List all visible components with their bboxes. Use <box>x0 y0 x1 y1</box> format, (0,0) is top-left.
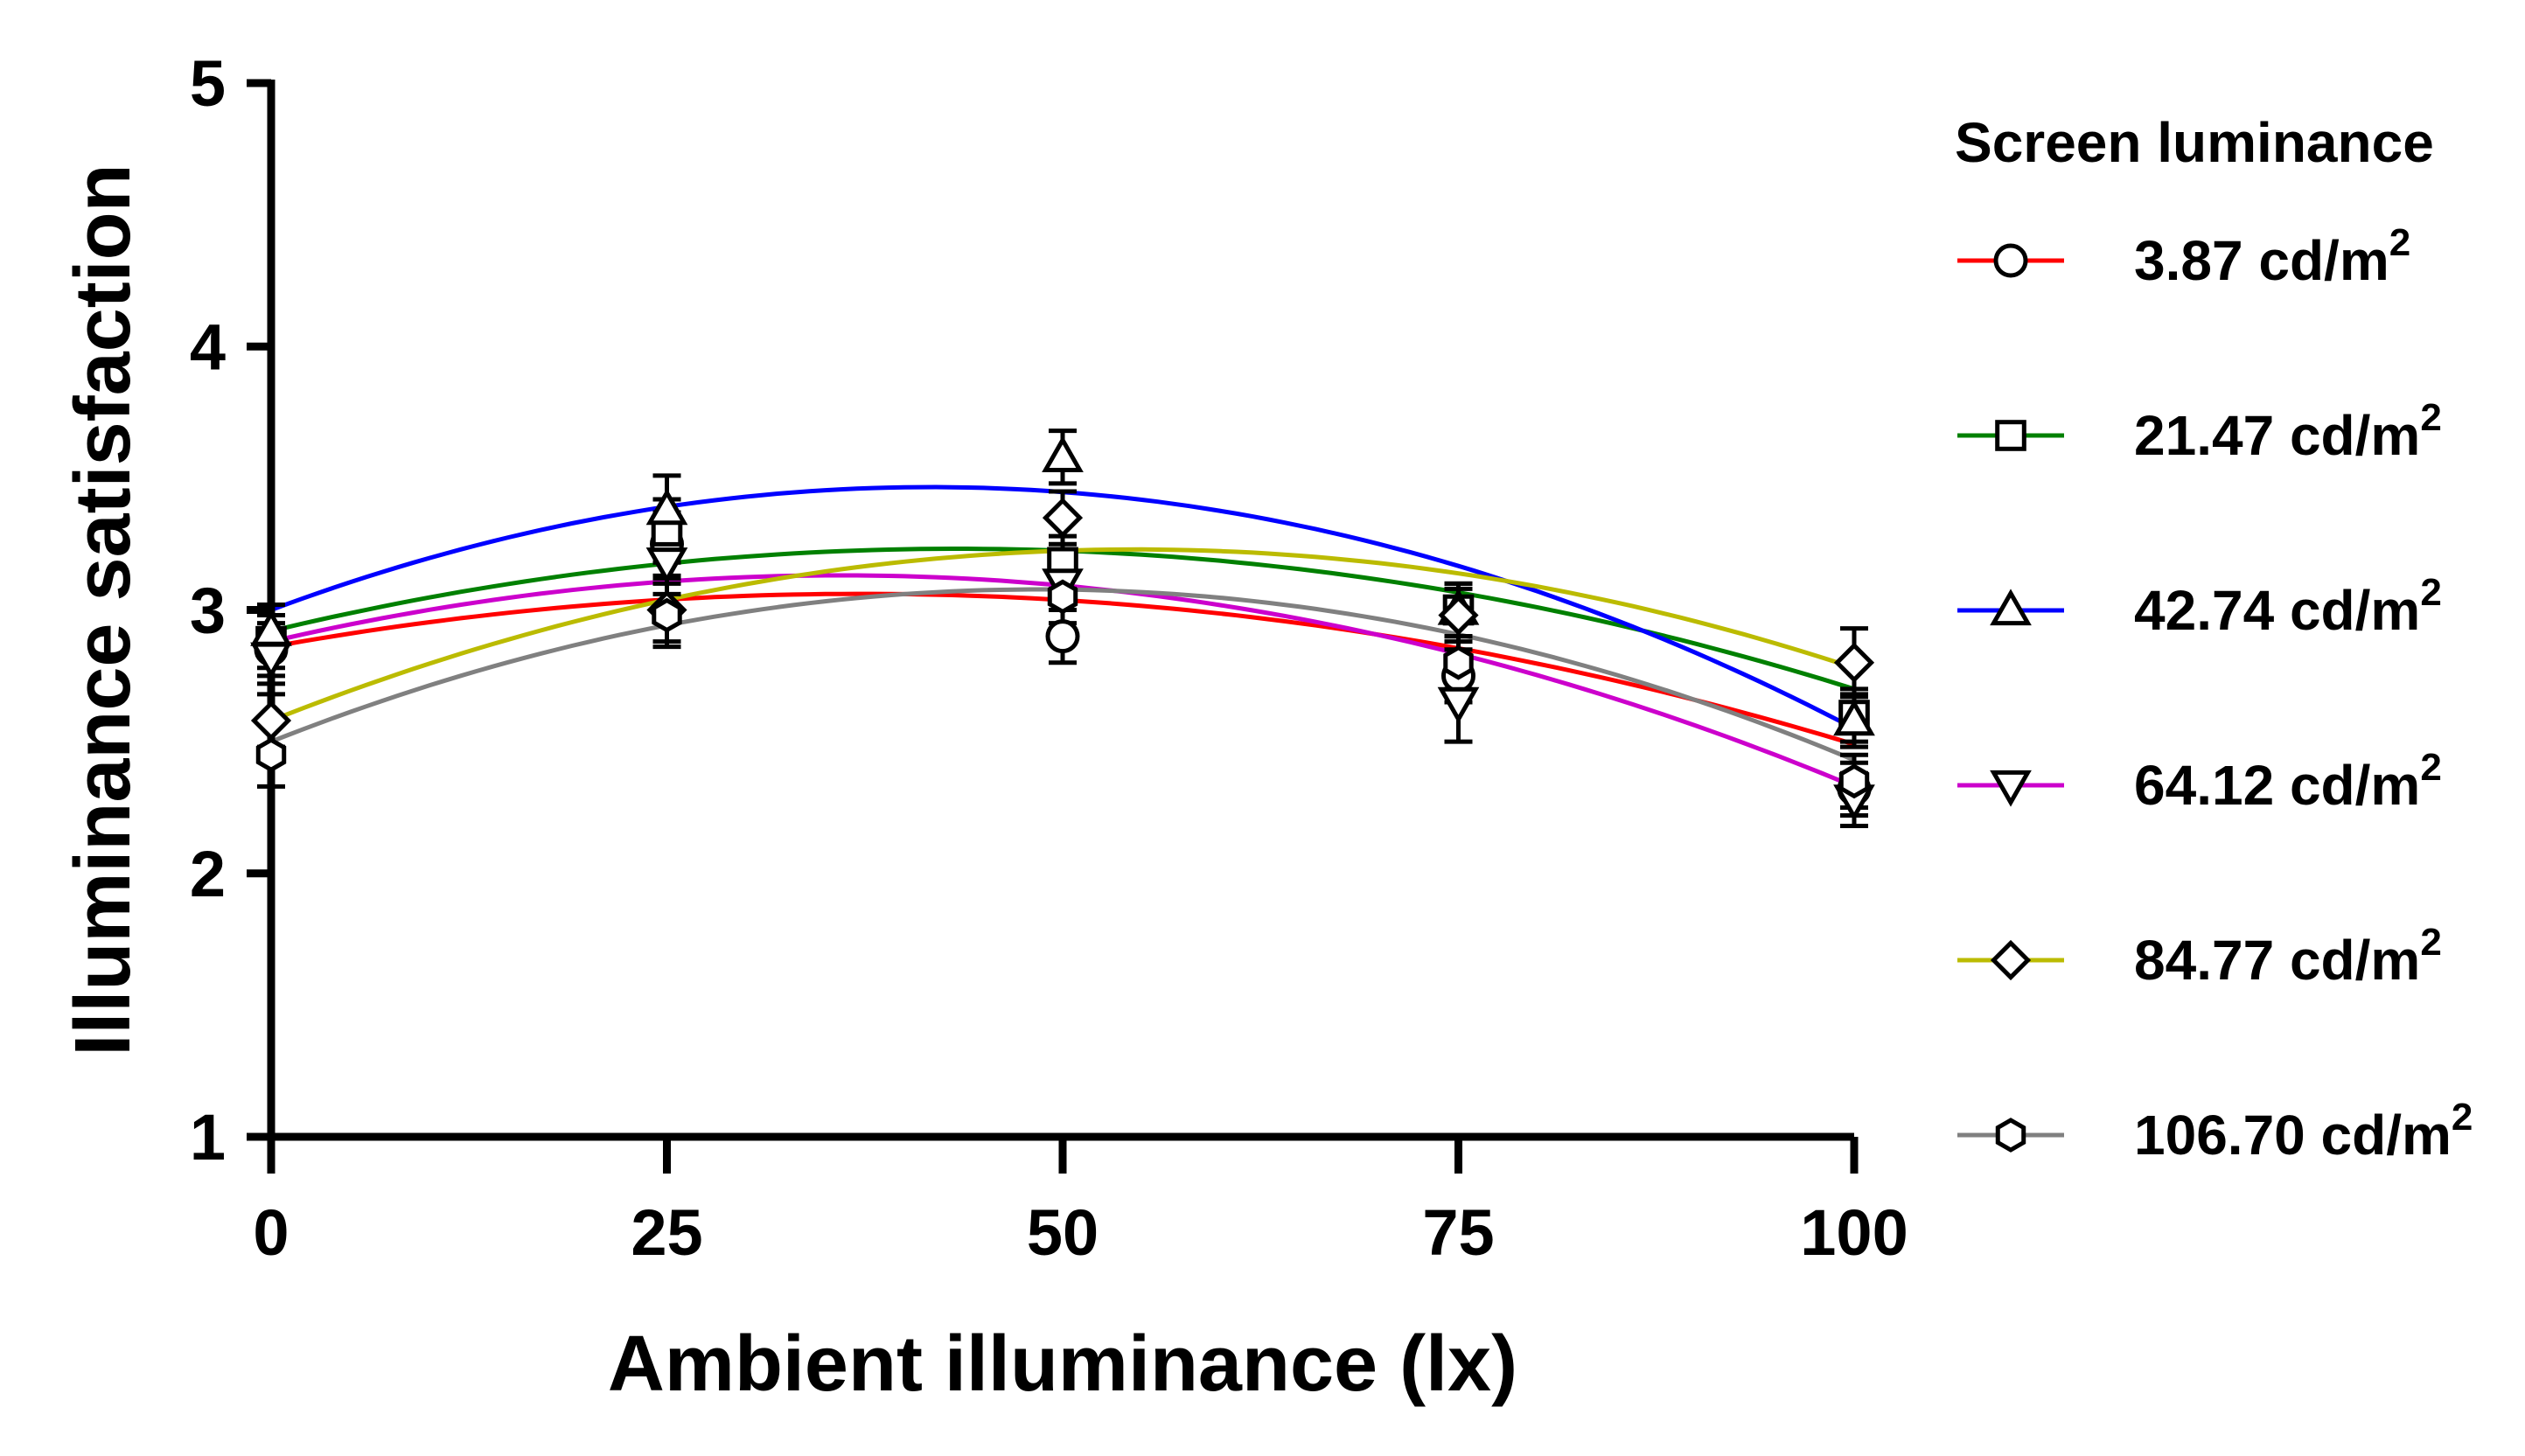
legend-label: 84.77 cd/m2 <box>2134 921 2442 992</box>
data-point-series-4 <box>1833 642 1875 683</box>
legend-label-superscript: 2 <box>2420 921 2441 964</box>
x-tick-label: 100 <box>1800 1196 1908 1269</box>
data-point-series-3 <box>1437 686 1480 724</box>
y-tick-label: 5 <box>190 47 226 120</box>
legend-label-superscript: 2 <box>2452 1096 2473 1139</box>
legend-label: 64.12 cd/m2 <box>2134 746 2442 817</box>
legend-label-text: 106.70 cd/m <box>2134 1104 2452 1167</box>
legend-label-text: 42.74 cd/m <box>2134 579 2420 642</box>
legend-marker-triangle-down <box>1990 770 2032 807</box>
legend-marker-triangle-up <box>1990 589 2032 626</box>
legend-label: 21.47 cd/m2 <box>2134 396 2442 467</box>
data-point-series-5 <box>1443 644 1474 680</box>
data-point-series-2 <box>1042 435 1084 472</box>
legend-label-superscript: 2 <box>2420 746 2441 789</box>
legend-label-superscript: 2 <box>2420 571 2441 614</box>
data-point-series-3 <box>645 547 688 584</box>
legend-item: 21.47 cd/m2 <box>1957 396 2442 467</box>
x-tick-label: 0 <box>253 1196 289 1269</box>
legend-label: 42.74 cd/m2 <box>2134 571 2442 642</box>
data-point-series-4 <box>250 700 292 742</box>
legend-label-text: 3.87 cd/m <box>2134 229 2389 292</box>
legend-label-text: 84.77 cd/m <box>2134 929 2420 992</box>
y-tick-label: 3 <box>190 575 226 647</box>
legend-item: 106.70 cd/m2 <box>1957 1096 2473 1167</box>
data-points <box>250 428 1875 829</box>
axis-labels: Ambient illuminance (lx) Illuminance sat… <box>59 164 1517 1408</box>
data-point-series-5 <box>652 597 682 633</box>
legend-marker-diamond <box>1990 939 2032 981</box>
legend-item: 84.77 cd/m2 <box>1957 921 2442 992</box>
data-point-series-0 <box>1045 619 1080 654</box>
legend-item: 64.12 cd/m2 <box>1957 746 2442 817</box>
legend-marker-hexagon <box>1995 1118 2026 1153</box>
data-point-series-5 <box>1047 579 1078 615</box>
legend-label-superscript: 2 <box>2420 396 2441 439</box>
y-tick-label: 1 <box>190 1101 226 1174</box>
legend-label: 106.70 cd/m2 <box>2134 1096 2473 1167</box>
data-point-series-4 <box>1438 595 1479 636</box>
x-axis-title: Ambient illuminance (lx) <box>608 1320 1517 1408</box>
y-axis-title: Illuminance satisfaction <box>59 164 147 1055</box>
legend-label-text: 21.47 cd/m <box>2134 404 2420 467</box>
y-tick-label: 2 <box>190 838 226 910</box>
legend-item: 3.87 cd/m2 <box>1957 221 2410 292</box>
x-tick-label: 50 <box>1027 1196 1099 1269</box>
legend-label: 3.87 cd/m2 <box>2134 221 2410 292</box>
data-point-series-4 <box>1042 497 1084 539</box>
x-tick-label: 75 <box>1422 1196 1494 1269</box>
data-point-series-2 <box>1833 699 1875 736</box>
data-point-series-5 <box>1838 763 1870 799</box>
y-tick-label: 4 <box>190 310 226 383</box>
data-point-series-3 <box>250 642 292 679</box>
data-point-series-5 <box>255 737 287 773</box>
legend-title: Screen luminance <box>1955 111 2434 174</box>
legend-item: 42.74 cd/m2 <box>1957 571 2442 642</box>
legend-label-text: 64.12 cd/m <box>2134 754 2420 817</box>
data-point-series-2 <box>645 488 688 526</box>
x-tick-label: 25 <box>631 1196 702 1269</box>
legend-label-superscript: 2 <box>2389 221 2410 264</box>
legend-marker-circle <box>1993 243 2028 278</box>
legend-marker-square <box>1995 420 2026 451</box>
